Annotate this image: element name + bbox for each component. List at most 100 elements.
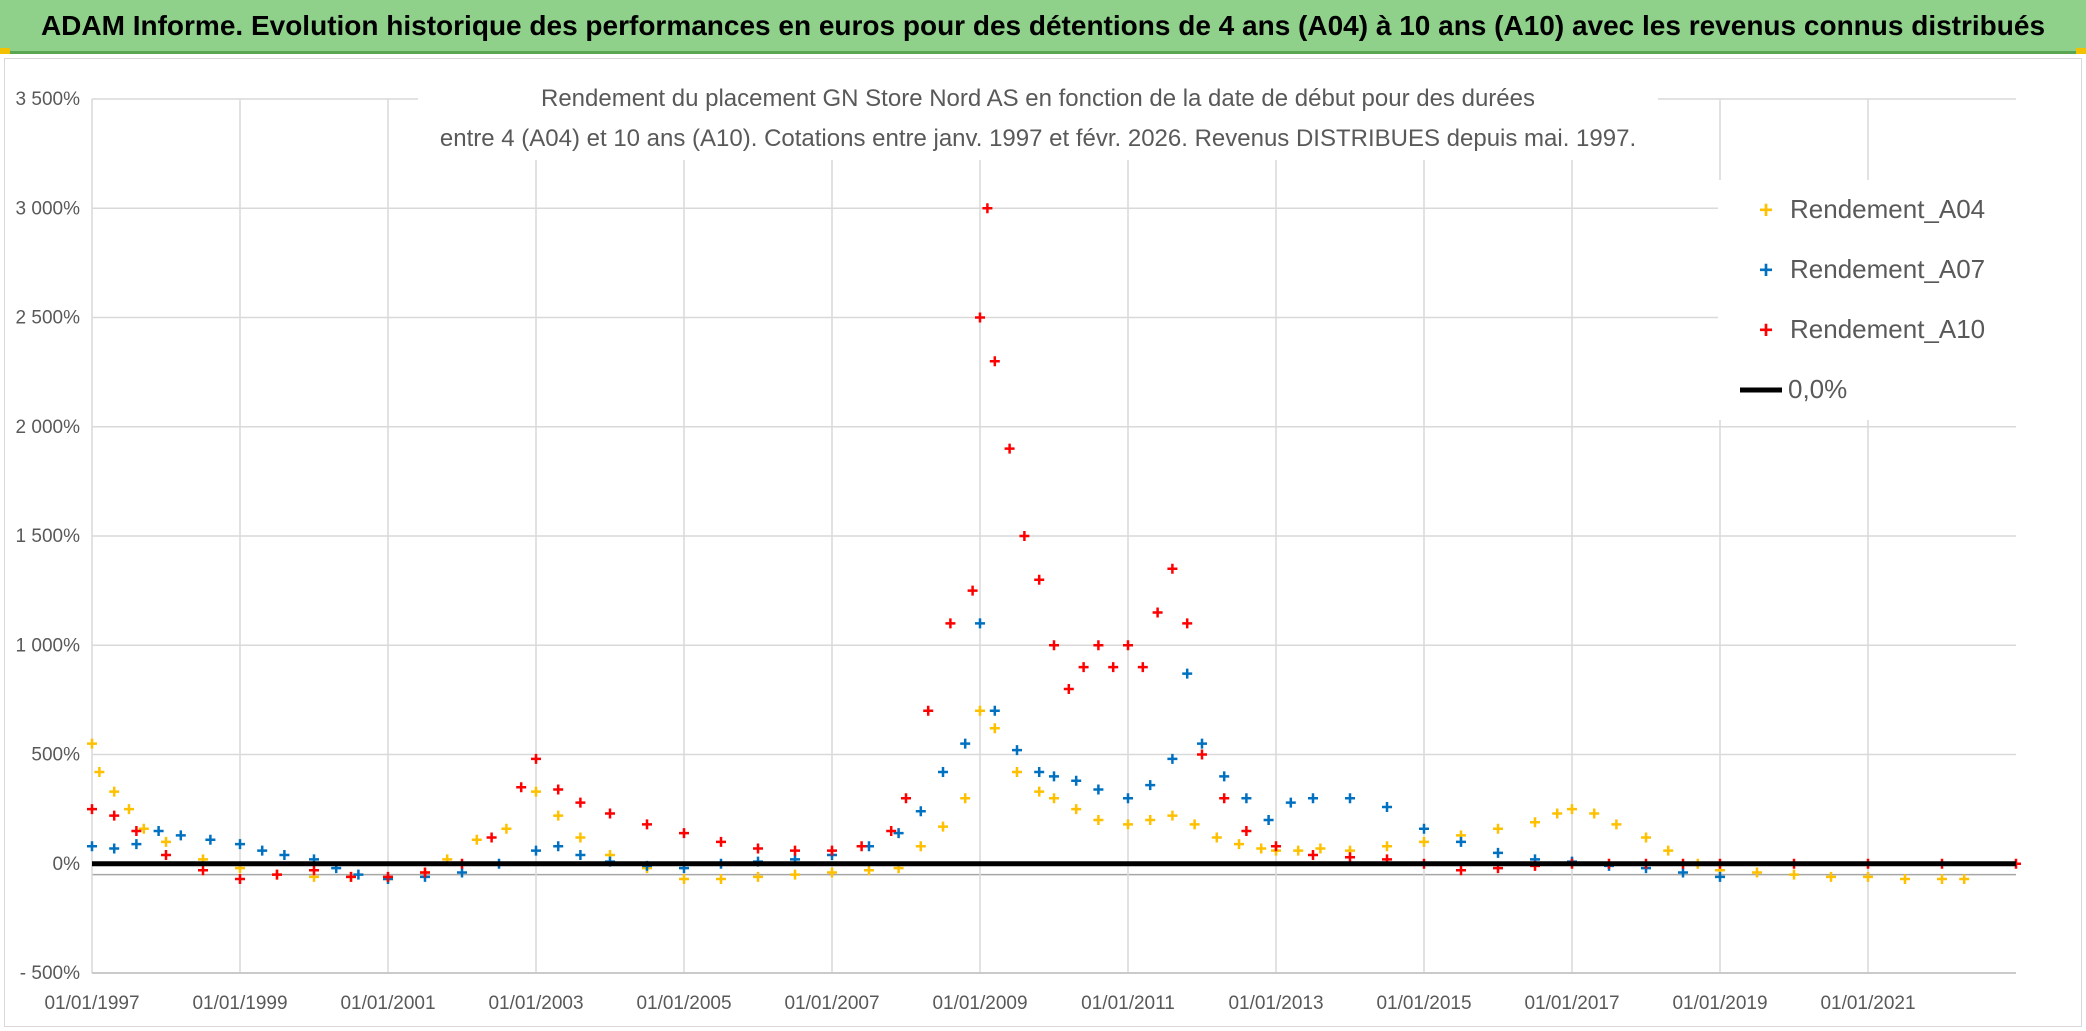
chart-title-line2: entre 4 (A04) et 10 ans (A10). Cotations… [440,125,1636,152]
x-tick-label: 01/01/2017 [1524,993,1619,1014]
point-rendement_a10 [1123,640,1133,651]
point-rendement_a07 [1382,801,1392,812]
x-tick-label: 01/01/2005 [636,993,731,1014]
point-rendement_a04 [1315,843,1326,854]
x-tick-label: 01/01/1997 [44,993,139,1014]
point-rendement_a04 [1752,867,1762,878]
report-banner: ADAM Informe. Evolution historique des p… [0,0,2086,54]
point-rendement_a07 [553,841,564,852]
point-rendement_a07 [1419,823,1429,834]
point-rendement_a10 [1271,841,1281,852]
series-Rendement_A07 [87,618,1725,885]
point-rendement_a07 [1715,871,1725,882]
point-rendement_a04 [1900,874,1910,885]
point-rendement_a10 [1167,563,1178,574]
point-rendement_a10 [967,585,978,596]
point-rendement_a07 [1345,793,1355,804]
point-rendement_a10 [1137,662,1148,673]
point-rendement_a04 [1012,766,1022,777]
point-rendement_a04 [827,867,837,878]
banner-corner-left [0,48,10,54]
point-rendement_a04 [1211,832,1222,843]
point-rendement_a10 [309,865,319,876]
y-tick-label: 2 000% [16,417,81,438]
legend-marker-a07: + [1759,257,1773,284]
point-rendement_a04 [1093,815,1104,826]
point-rendement_a04 [989,723,1000,734]
point-rendement_a04 [531,786,541,797]
point-rendement_a07 [279,850,290,861]
x-tick-label: 01/01/2001 [340,993,435,1014]
point-rendement_a10 [1456,865,1466,876]
point-rendement_a04 [753,871,763,882]
point-rendement_a10 [553,784,564,795]
point-rendement_a04 [1959,874,1970,885]
chart-frame [4,58,2082,1027]
point-rendement_a04 [1567,804,1577,815]
point-rendement_a10 [945,618,956,629]
series-Rendement_A04 [87,705,1970,885]
point-rendement_a04 [1863,871,1873,882]
point-rendement_a04 [553,810,564,821]
point-rendement_a07 [457,867,467,878]
chart-title-line1: Rendement du placement GN Store Nord AS … [541,85,1535,112]
point-rendement_a04 [161,836,171,847]
point-rendement_a10 [1004,443,1015,454]
banner-title: ADAM Informe. Evolution historique des p… [40,9,2046,41]
point-rendement_a07 [893,828,904,839]
point-rendement_a10 [1241,825,1252,836]
legend-label-a04: Rendement_A04 [1790,194,1985,224]
point-rendement_a04 [94,766,105,777]
point-rendement_a10 [131,825,142,836]
point-rendement_a04 [1034,786,1045,797]
point-rendement_a10 [575,797,586,808]
point-rendement_a10 [1345,852,1355,863]
point-rendement_a04 [1419,836,1429,847]
point-rendement_a07 [1093,784,1104,795]
point-rendement_a10 [679,828,689,839]
x-tick-label: 01/01/2015 [1376,993,1471,1014]
point-rendement_a10 [420,867,430,878]
point-rendement_a07 [131,839,142,850]
point-rendement_a07 [575,850,586,861]
point-rendement_a10 [1152,607,1163,618]
chart-title-bg [418,84,1658,160]
point-rendement_a10 [856,841,867,852]
point-rendement_a10 [901,793,911,804]
point-rendement_a10 [1049,640,1059,651]
point-rendement_a04 [1493,823,1503,834]
point-rendement_a04 [975,705,985,716]
point-rendement_a10 [1019,531,1030,541]
legend-label-a10: Rendement_A10 [1790,314,1985,344]
point-rendement_a04 [1530,817,1540,828]
x-tick-label: 01/01/1999 [192,993,287,1014]
point-rendement_a04 [109,786,120,797]
point-rendement_a07 [175,830,186,841]
point-rendement_a07 [1123,793,1133,804]
point-rendement_a10 [716,836,726,847]
legend-bg [1718,180,2018,420]
point-rendement_a04 [471,834,482,845]
point-rendement_a04 [1589,808,1600,819]
point-rendement_a07 [1219,771,1230,782]
point-rendement_a04 [1145,815,1156,826]
y-tick-label: 2 500% [16,308,81,329]
point-rendement_a07 [257,845,268,856]
point-rendement_a04 [1234,839,1244,850]
point-rendement_a07 [1145,780,1156,791]
point-rendement_a04 [1256,843,1267,854]
point-rendement_a10 [827,845,837,856]
point-rendement_a07 [353,869,364,880]
point-rendement_a10 [753,843,763,854]
point-rendement_a04 [1167,810,1178,821]
point-rendement_a10 [161,850,171,861]
point-rendement_a04 [938,821,948,832]
point-rendement_a10 [642,819,652,830]
point-rendement_a04 [864,865,874,876]
point-rendement_a04 [1189,819,1200,830]
point-rendement_a04 [1123,819,1133,830]
point-rendement_a10 [1308,850,1318,861]
point-rendement_a07 [1049,771,1059,782]
point-rendement_a04 [679,874,689,885]
